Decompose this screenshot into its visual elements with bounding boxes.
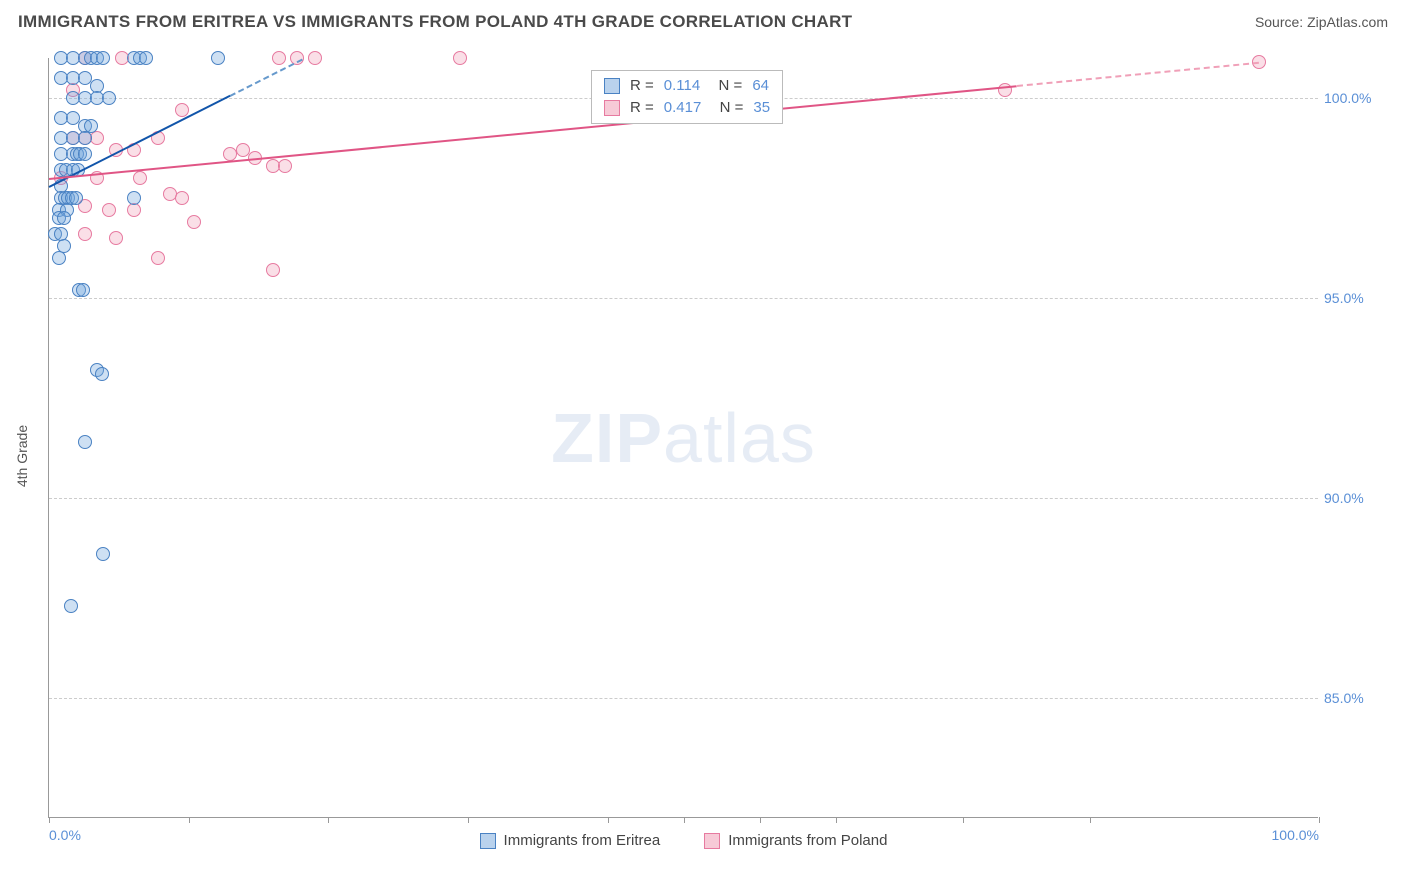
data-point-blue — [95, 367, 109, 381]
stat-r-value: 0.417 — [664, 97, 702, 119]
stats-legend-box: R = 0.114 N = 64R = 0.417 N = 35 — [591, 70, 783, 124]
data-point-blue — [57, 211, 71, 225]
gridline-y — [49, 698, 1318, 699]
data-point-pink — [127, 203, 141, 217]
x-tick — [1090, 817, 1091, 823]
gridline-y — [49, 298, 1318, 299]
y-tick-label: 90.0% — [1324, 490, 1384, 506]
source-name: ZipAtlas.com — [1307, 14, 1388, 30]
data-point-pink — [90, 131, 104, 145]
chart-header: IMMIGRANTS FROM ERITREA VS IMMIGRANTS FR… — [0, 0, 1406, 40]
data-point-pink — [109, 231, 123, 245]
data-point-blue — [127, 191, 141, 205]
y-tick-label: 95.0% — [1324, 290, 1384, 306]
legend-item-pink: Immigrants from Poland — [704, 832, 887, 849]
source-label: Source: — [1255, 14, 1307, 30]
data-point-blue — [76, 283, 90, 297]
legend-label: Immigrants from Eritrea — [504, 832, 661, 849]
data-point-blue — [96, 547, 110, 561]
stats-row-pink: R = 0.417 N = 35 — [604, 97, 770, 119]
regression-line — [1017, 62, 1259, 87]
data-point-blue — [139, 51, 153, 65]
x-tick — [1319, 817, 1320, 823]
data-point-pink — [102, 203, 116, 217]
data-point-blue — [78, 131, 92, 145]
x-tick — [328, 817, 329, 823]
data-point-blue — [78, 435, 92, 449]
stat-n-value: 64 — [752, 75, 769, 97]
regression-line — [49, 85, 1017, 180]
x-tick — [608, 817, 609, 823]
x-tick — [189, 817, 190, 823]
legend-item-blue: Immigrants from Eritrea — [480, 832, 661, 849]
y-tick-label: 85.0% — [1324, 690, 1384, 706]
chart-title: IMMIGRANTS FROM ERITREA VS IMMIGRANTS FR… — [18, 12, 852, 32]
chart-container: 4th Grade ZIPatlas 100.0%95.0%90.0%85.0%… — [40, 48, 1390, 848]
data-point-pink — [308, 51, 322, 65]
data-point-blue — [64, 599, 78, 613]
x-tick — [468, 817, 469, 823]
stat-n-label: N = — [710, 75, 742, 97]
series-legend: Immigrants from Eritrea Immigrants from P… — [49, 832, 1318, 849]
x-tick — [836, 817, 837, 823]
data-point-pink — [133, 171, 147, 185]
data-point-pink — [278, 159, 292, 173]
x-tick — [760, 817, 761, 823]
data-point-pink — [272, 51, 286, 65]
data-point-pink — [266, 263, 280, 277]
stat-n-value: 35 — [753, 97, 770, 119]
data-point-blue — [102, 91, 116, 105]
swatch-pink-icon — [604, 100, 620, 116]
stat-r-label: R = — [630, 97, 654, 119]
stats-row-blue: R = 0.114 N = 64 — [604, 75, 770, 97]
data-point-pink — [78, 227, 92, 241]
x-tick — [684, 817, 685, 823]
data-point-blue — [52, 251, 66, 265]
stat-r-label: R = — [630, 75, 654, 97]
stat-r-value: 0.114 — [664, 75, 700, 97]
y-axis-title: 4th Grade — [14, 425, 30, 487]
swatch-blue-icon — [604, 78, 620, 94]
data-point-pink — [175, 191, 189, 205]
x-tick — [963, 817, 964, 823]
watermark: ZIPatlas — [551, 398, 816, 478]
stat-n-label: N = — [711, 97, 743, 119]
data-point-blue — [69, 191, 83, 205]
swatch-blue-icon — [480, 833, 496, 849]
source-attribution: Source: ZipAtlas.com — [1255, 14, 1388, 30]
data-point-blue — [78, 147, 92, 161]
data-point-pink — [453, 51, 467, 65]
y-tick-label: 100.0% — [1324, 90, 1384, 106]
data-point-pink — [151, 251, 165, 265]
x-tick — [49, 817, 50, 823]
plot-area: ZIPatlas 100.0%95.0%90.0%85.0%0.0%100.0%… — [48, 58, 1318, 818]
gridline-y — [49, 498, 1318, 499]
legend-label: Immigrants from Poland — [728, 832, 887, 849]
regression-line — [230, 58, 303, 96]
data-point-blue — [211, 51, 225, 65]
swatch-pink-icon — [704, 833, 720, 849]
data-point-pink — [187, 215, 201, 229]
data-point-blue — [96, 51, 110, 65]
